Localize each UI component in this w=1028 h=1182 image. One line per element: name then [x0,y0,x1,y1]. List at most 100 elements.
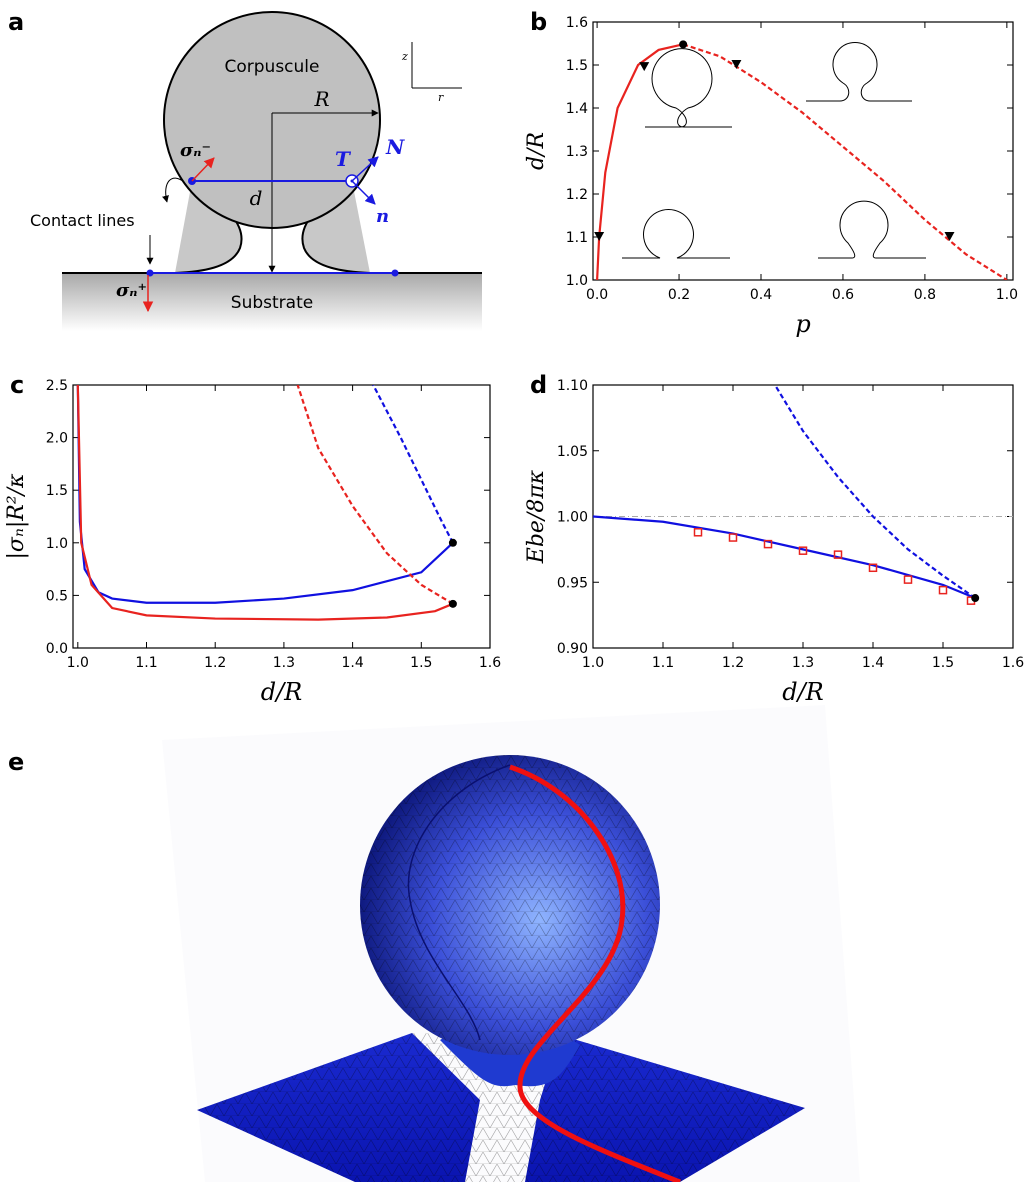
plane-mesh [197,1033,805,1182]
contact-point [146,269,154,277]
stress-label: σₙ⁺ [116,280,147,301]
y-tick-label: 2.5 [46,378,68,394]
point [679,40,688,49]
x-tick-label: 1.3 [792,655,814,671]
y-axis-label: |σₙ|R²/κ [4,473,29,560]
y-tick-label: 2.0 [46,431,68,447]
x-tick-label: 1.5 [410,655,432,671]
render: e [8,705,860,1182]
line [372,385,454,544]
x-tick-label: 1.1 [135,655,157,671]
x-tick-label: 0.4 [750,287,772,303]
normal-label: N [385,135,405,159]
x-tick-label: 1.0 [996,287,1018,303]
x-tick-label: 1.6 [1002,655,1024,671]
x-tick-label: 0.2 [668,287,690,303]
x-axis-label: p [795,310,810,338]
line [593,515,976,600]
normal-arrow [351,156,379,182]
point [798,546,808,555]
arrow-marker [731,60,742,69]
line [76,385,454,621]
y-tick-label: 1.00 [557,510,588,526]
normal-label: n [376,206,389,227]
x-tick-label: 1.0 [67,655,89,671]
contact-point [391,269,399,277]
x-tick-label: 1.2 [204,655,226,671]
stress-label: σₙ⁻ [180,140,211,161]
x-tick-label: 0.8 [914,287,936,303]
contact-label: Contact lines [30,211,135,230]
shape-insets [622,42,926,259]
x-tick-label: 1.4 [341,655,363,671]
y-tick-label: 1.5 [46,483,68,499]
y-tick-label: 0.0 [46,641,68,657]
y-tick-label: 1.6 [566,15,588,31]
y-axis-label: Ebe/8πκ [524,469,549,564]
x-axis-label: d/R [782,678,824,706]
x-tick-label: 1.4 [862,655,884,671]
x-tick-label: 1.5 [932,655,954,671]
radius-label: R [313,87,329,111]
axis-label: r [438,91,444,104]
plot-frame [72,384,491,649]
sphere-mesh [360,755,660,1055]
x-tick-label: 1.0 [582,655,604,671]
panel-label: b [530,8,547,36]
y-tick-label: 1.0 [46,536,68,552]
arrow-marker [594,232,605,241]
y-tick-label: 1.4 [566,101,588,117]
point [971,594,980,603]
y-tick-label: 1.10 [557,378,588,394]
distance-label: d [250,186,263,210]
body-label: Corpuscule [225,57,320,77]
plot-frame [592,21,1014,281]
x-axis-label: d/R [261,678,303,706]
arrow-marker [639,62,650,72]
diagram: a Corpuscule R d T N n σₙ⁻ σₙ⁺ Contact l… [8,8,482,331]
point [833,550,843,559]
stress-arrow [191,157,215,182]
x-tick-label: 1.1 [652,655,674,671]
normal-arrow [351,180,376,205]
point [763,539,773,549]
y-tick-label: 1.3 [566,144,588,160]
line [296,385,454,605]
point [448,538,457,547]
y-tick-label: 0.90 [557,641,588,657]
point [728,533,738,542]
panel-label: a [8,8,24,36]
substrate [62,273,482,331]
panel-label: e [8,748,24,776]
y-axis-label: d/R [524,132,549,170]
point [903,575,913,584]
y-tick-label: 1.5 [566,58,588,74]
y-tick-label: 0.95 [557,575,588,591]
line [682,43,1008,280]
x-tick-label: 1.3 [273,655,295,671]
seam [407,764,511,1041]
tangent-label: T [335,147,352,171]
y-tick-label: 1.1 [566,230,588,246]
x-tick-label: 1.2 [722,655,744,671]
y-tick-label: 1.2 [566,187,588,203]
line [595,43,684,280]
point [448,599,457,608]
cut-curve [509,764,681,1182]
point [938,585,948,595]
pointer [162,177,185,203]
y-tick-label: 1.0 [566,273,588,289]
axis-label: z [401,50,408,63]
y-tick-label: 0.5 [46,588,68,604]
panel-label: c [10,371,24,399]
point [693,528,703,537]
substrate-label: Substrate [231,293,313,313]
x-tick-label: 1.6 [479,655,501,671]
line [76,385,454,604]
x-tick-label: 0.6 [832,287,854,303]
line [774,385,976,599]
arrow-marker [944,232,955,241]
panel-label: d [530,371,547,399]
point [868,563,878,573]
